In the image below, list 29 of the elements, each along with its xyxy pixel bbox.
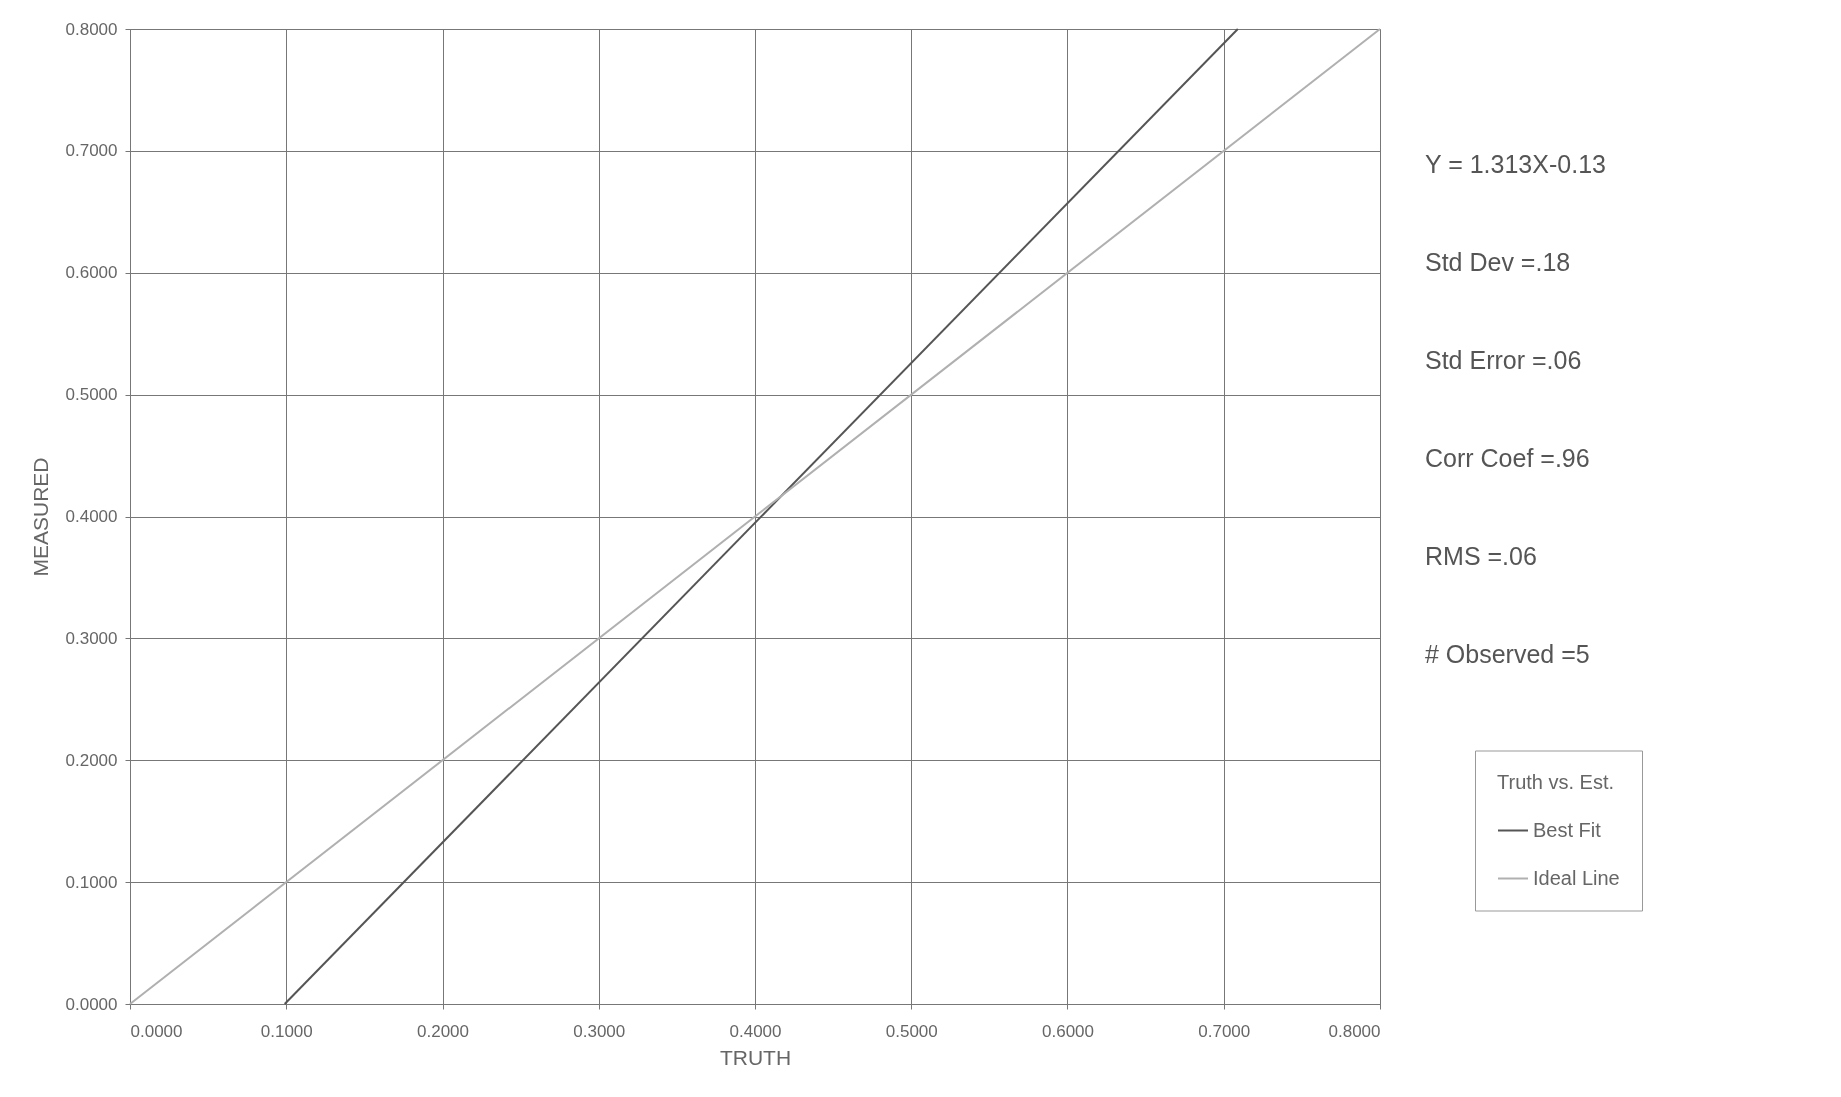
legend-label: Ideal Line (1533, 866, 1620, 889)
y-tick-label: 0.2000 (65, 750, 118, 770)
y-tick-label: 0.0000 (65, 994, 118, 1014)
text: Std Error =.06 (1425, 346, 1583, 376)
y-tick-label: 0.6000 (65, 263, 118, 283)
text: Y = 1.313X-0.13 (1425, 150, 1606, 180)
text: Std Dev =.18 (1425, 248, 1572, 278)
x-tick-label: 0.1000 (260, 1021, 313, 1041)
text: RMS =.06 (1425, 542, 1538, 572)
y-tick-label: 0.4000 (65, 507, 118, 526)
x-tick-label: 0.5000 (885, 1021, 938, 1041)
text: # Observed =5 (1425, 640, 1591, 670)
x-tick-label: 0.4000 (729, 1021, 782, 1041)
y-tick-label: 0.3000 (65, 628, 118, 648)
legend-label: Best Fit (1533, 818, 1602, 841)
x-tick-label: 0.8000 (1328, 1021, 1381, 1041)
y-axis-title: MEASURED (28, 457, 52, 577)
y-tick-label: 0.1000 (65, 872, 118, 892)
x-tick-label: 0.7000 (1198, 1021, 1251, 1041)
x-tick-label: 0.6000 (1042, 1021, 1094, 1041)
x-tick-label: 0.0000 (130, 1021, 183, 1041)
text: Corr Coef =.96 (1425, 444, 1591, 474)
x-axis-title: TRUTH (719, 1045, 792, 1069)
x-tick-label: 0.3000 (573, 1021, 626, 1041)
legend-title: Truth vs. Est. (1497, 770, 1615, 793)
y-tick-label: 0.8000 (65, 19, 118, 39)
x-tick-label: 0.2000 (417, 1021, 469, 1041)
y-tick-label: 0.7000 (65, 141, 118, 161)
y-tick-label: 0.5000 (65, 385, 118, 405)
